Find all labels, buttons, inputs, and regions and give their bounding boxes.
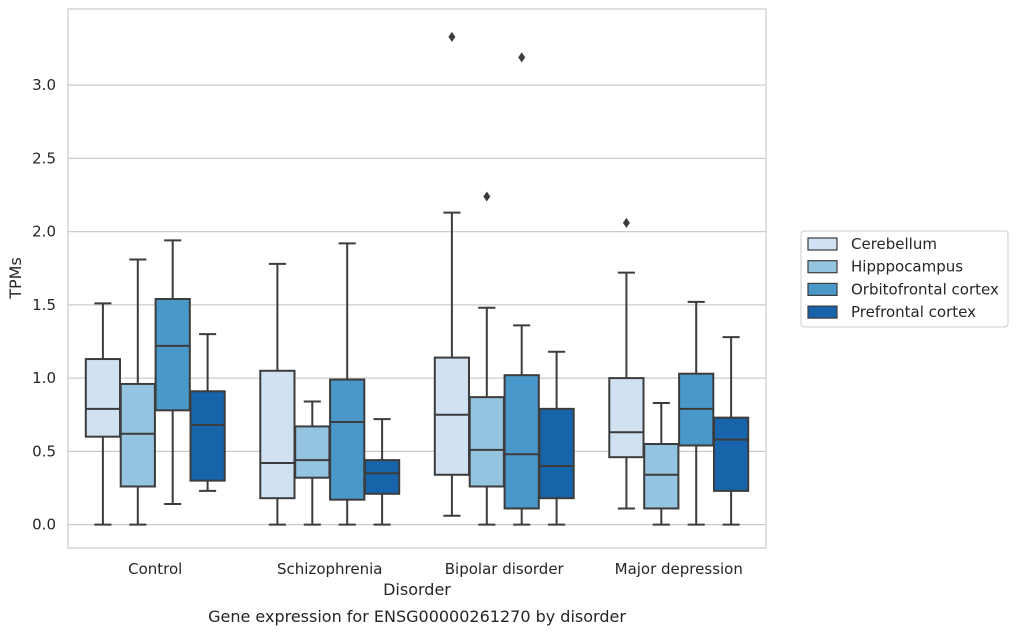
legend-label: Orbitofrontal cortex [851,280,999,298]
box-iqr [329,378,366,501]
box-3-4 [678,300,715,526]
box-iqr [294,425,331,479]
x-tick-label: Schizophrenia [277,560,382,578]
x-tick-label: Major depression [615,560,743,578]
box-3-1 [154,239,191,506]
y-tick-label: 3.0 [32,76,56,94]
outlier-point [483,191,491,202]
box-iqr [643,443,680,510]
x-axis-label: Disorder [383,580,451,599]
legend-swatch [807,260,838,274]
y-tick-label: 1.0 [32,369,56,387]
y-axis-ticks: 0.0 0.5 1.0 1.5 2.0 2.5 3.0 [32,76,56,533]
box-iqr [259,369,296,500]
x-axis-ticks: Control Schizophrenia Bipolar disorder Majo… [128,560,743,578]
legend-label: Cerebellum [851,235,937,253]
box-3-2 [329,242,366,526]
y-axis-label: TPMs [6,257,25,300]
box-iqr [433,356,471,476]
y-tick-label: 2.0 [32,223,56,241]
box-iqr [538,407,575,500]
box-series [84,31,750,526]
x-tick-label: Bipolar disorder [445,560,565,578]
box-iqr [189,390,226,482]
box-4-1 [189,333,226,492]
outlier-point [622,217,630,228]
y-tick-label: 0.5 [32,442,56,460]
legend-label: Hipppocampus [851,258,963,276]
legend-swatch [807,237,838,251]
y-tick-label: 1.5 [32,296,56,314]
legend-frame [800,230,1009,328]
box-1-1 [84,302,122,526]
box-iqr [119,382,156,488]
box-3-3 [503,52,540,526]
box-iqr [608,377,645,459]
box-1-3 [433,31,471,517]
y-tick-label: 2.5 [32,149,56,167]
x-tick-label: Control [128,560,182,578]
box-4-4 [712,336,750,526]
box-iqr [363,459,401,495]
box-2-1 [119,258,156,526]
box-2-3 [468,191,505,526]
box-iqr [503,374,540,510]
legend-swatch [807,282,838,296]
outlier-point [518,52,526,63]
box-iqr [468,396,505,488]
chart-caption: Gene expression for ENSG00000261270 by d… [208,607,626,626]
box-1-2 [259,262,296,526]
box-4-3 [538,350,575,526]
box-iqr [154,298,191,412]
box-4-2 [363,418,401,526]
box-2-2 [294,400,331,526]
legend-label: Prefrontal cortex [851,303,976,321]
legend: Cerebellum Hipppocampus Orbitofrontal cort… [800,230,1009,328]
outlier-point [448,31,456,42]
box-2-4 [643,401,680,526]
box-iqr [84,358,122,438]
plot-area-frame [67,8,767,549]
box-iqr [712,416,750,492]
legend-swatch [807,305,838,319]
box-1-4 [608,217,645,510]
y-tick-label: 0.0 [32,516,56,534]
